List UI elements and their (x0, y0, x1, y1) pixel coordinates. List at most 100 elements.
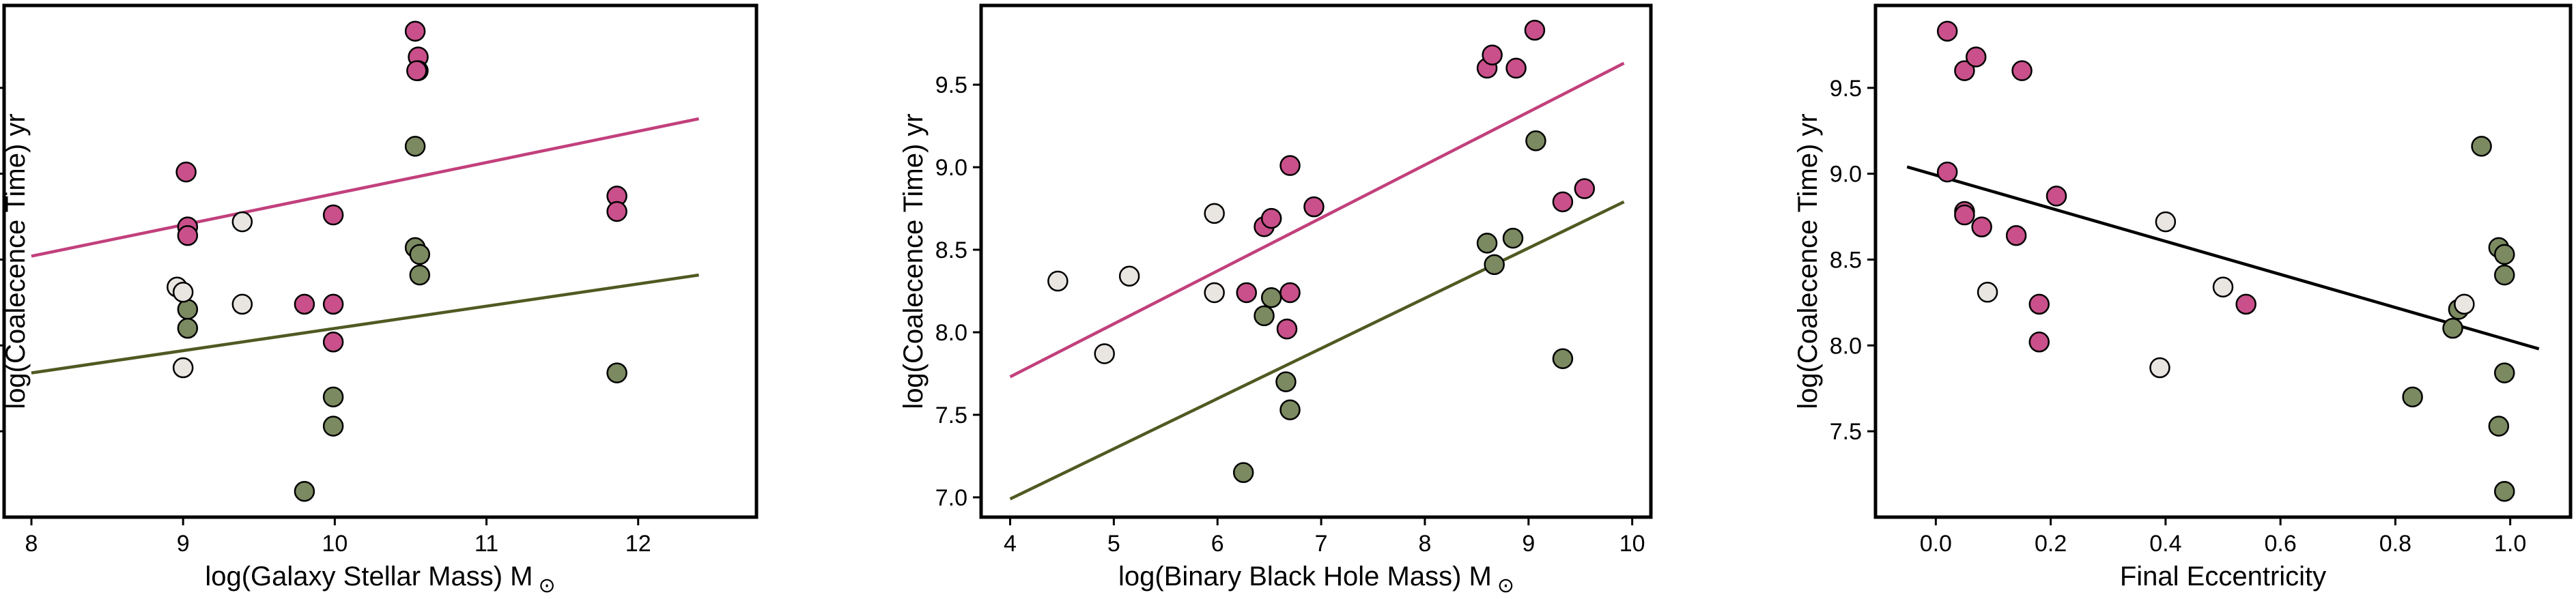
x-axis-label: log(Galaxy Stellar Mass) M ⊙ (205, 561, 555, 597)
pink-point (1303, 196, 1325, 218)
pink-point (1954, 204, 1975, 226)
y-tick-label: 8.5 (935, 237, 967, 263)
grey-point (1204, 203, 1225, 224)
olive-point (322, 386, 344, 408)
panel-binary-black-hole-mass: 4 5 6 7 8 9 10 7.0 7.5 8.0 8.5 9.0 9.5 log(Binary Bla… (898, 3, 1653, 597)
x-tick-label: 9 (177, 531, 190, 557)
x-axis-label-text: log(Binary Black Hole Mass) M (1118, 561, 1492, 591)
pink-point (175, 161, 197, 183)
x-tick-label: 1.0 (2494, 531, 2526, 557)
pink-point (322, 293, 344, 315)
x-tick-label: 0.0 (1920, 531, 1952, 557)
x-tick-label: 6 (1211, 531, 1224, 557)
x-axis-label: Final Eccentricity (2120, 561, 2326, 591)
y-axis-label: log(Coalecence Time) yr (1, 113, 31, 409)
x-tick-label: 0.8 (2379, 531, 2411, 557)
x-tick-label: 11 (475, 531, 498, 557)
pink-point (1524, 20, 1546, 41)
olive-point (1232, 462, 1254, 483)
y-tick-label: 8.0 (1830, 333, 1862, 359)
olive-point (2402, 386, 2423, 408)
olive-point (2493, 362, 2515, 383)
y-tick-label: 7.5 (1830, 419, 1862, 445)
grey-point (231, 211, 253, 233)
olive-point (1525, 130, 1546, 151)
pink-point (406, 60, 427, 81)
x-tick-label: 10 (322, 531, 348, 557)
grey-point (2155, 211, 2177, 233)
olive-point (2471, 136, 2492, 157)
olive-point (2442, 317, 2463, 339)
pink-point (1279, 155, 1301, 176)
grey-point (2212, 276, 2234, 298)
olive-point (1254, 305, 1275, 327)
grey-point (231, 293, 253, 315)
olive-point (404, 136, 426, 157)
x-tick-label: 0.4 (2149, 531, 2181, 557)
x-tick-label: 8 (1418, 531, 1431, 557)
olive-point (409, 244, 431, 265)
x-tick-label: 8 (25, 531, 38, 557)
olive-point (1260, 287, 1282, 308)
olive-point (1476, 233, 1498, 254)
olive-point (177, 299, 199, 320)
grey-point (1977, 282, 1998, 303)
pink-fit-line (1009, 61, 1625, 379)
axes-frame (979, 3, 1653, 519)
y-axis-label: log(Coalecence Time) yr (898, 113, 929, 409)
pink-point (2005, 224, 2027, 246)
pink-point (294, 293, 315, 315)
y-tick-label: 9.0 (935, 155, 967, 181)
x-tick-label: 0.6 (2264, 531, 2296, 557)
y-axis-label: log(Coalecence Time) yr (1793, 113, 1823, 409)
grey-point (1094, 343, 1115, 364)
olive-point (1279, 399, 1301, 420)
solar-mass-symbol: ⊙ (1497, 574, 1514, 597)
olive-point (294, 480, 315, 502)
pink-point (177, 224, 199, 246)
olive-point (1552, 348, 1574, 369)
grey-point (1118, 265, 1140, 287)
grey-point (2454, 293, 2475, 315)
x-tick-label: 12 (625, 531, 651, 557)
pink-point (1936, 20, 1958, 42)
x-tick-label: 10 (1619, 531, 1645, 557)
pink-point (1574, 178, 1596, 199)
olive-point (177, 317, 199, 339)
x-tick-label: 9 (1522, 531, 1535, 557)
x-tick-label: 5 (1107, 531, 1120, 557)
x-tick-label: 4 (1004, 531, 1017, 557)
olive-point (2493, 264, 2515, 286)
pink-point (1954, 60, 1975, 81)
panel-final-eccentricity: 0.0 0.2 0.4 0.6 0.8 1.0 7.5 8.0 8.5 9.0 9.5 Final E… (1793, 3, 2573, 591)
olive-point (409, 264, 431, 286)
y-tick-label: 7.0 (935, 485, 967, 511)
olive-fit-line (31, 273, 699, 375)
x-axis-label-text: Final Eccentricity (2120, 561, 2326, 591)
y-tick-label: 7.5 (935, 403, 967, 428)
pink-point (2235, 293, 2256, 315)
pink-point (1971, 216, 1992, 237)
y-tick-label: 9.5 (1830, 76, 1862, 102)
grey-point (2149, 357, 2170, 379)
pink-point (1276, 318, 1298, 340)
pink-point (1936, 161, 1958, 183)
olive-point (1502, 227, 1524, 249)
olive-fit-line (1009, 200, 1625, 501)
x-tick-label: 0.2 (2035, 531, 2067, 557)
pink-point (1260, 207, 1282, 229)
pink-point (322, 204, 344, 226)
black-fit-line (1906, 165, 2540, 351)
y-tick-label: 9.5 (935, 72, 967, 98)
olive-point (1484, 254, 1505, 276)
pink-point (1279, 282, 1301, 304)
axes-frame (1873, 3, 2573, 519)
grey-point (1204, 282, 1225, 304)
x-tick-label: 7 (1315, 531, 1328, 557)
solar-mass-symbol: ⊙ (538, 574, 555, 597)
grey-point (1047, 270, 1068, 292)
pink-point (2011, 60, 2033, 81)
pink-point (1482, 44, 1503, 65)
pink-point (404, 20, 426, 42)
